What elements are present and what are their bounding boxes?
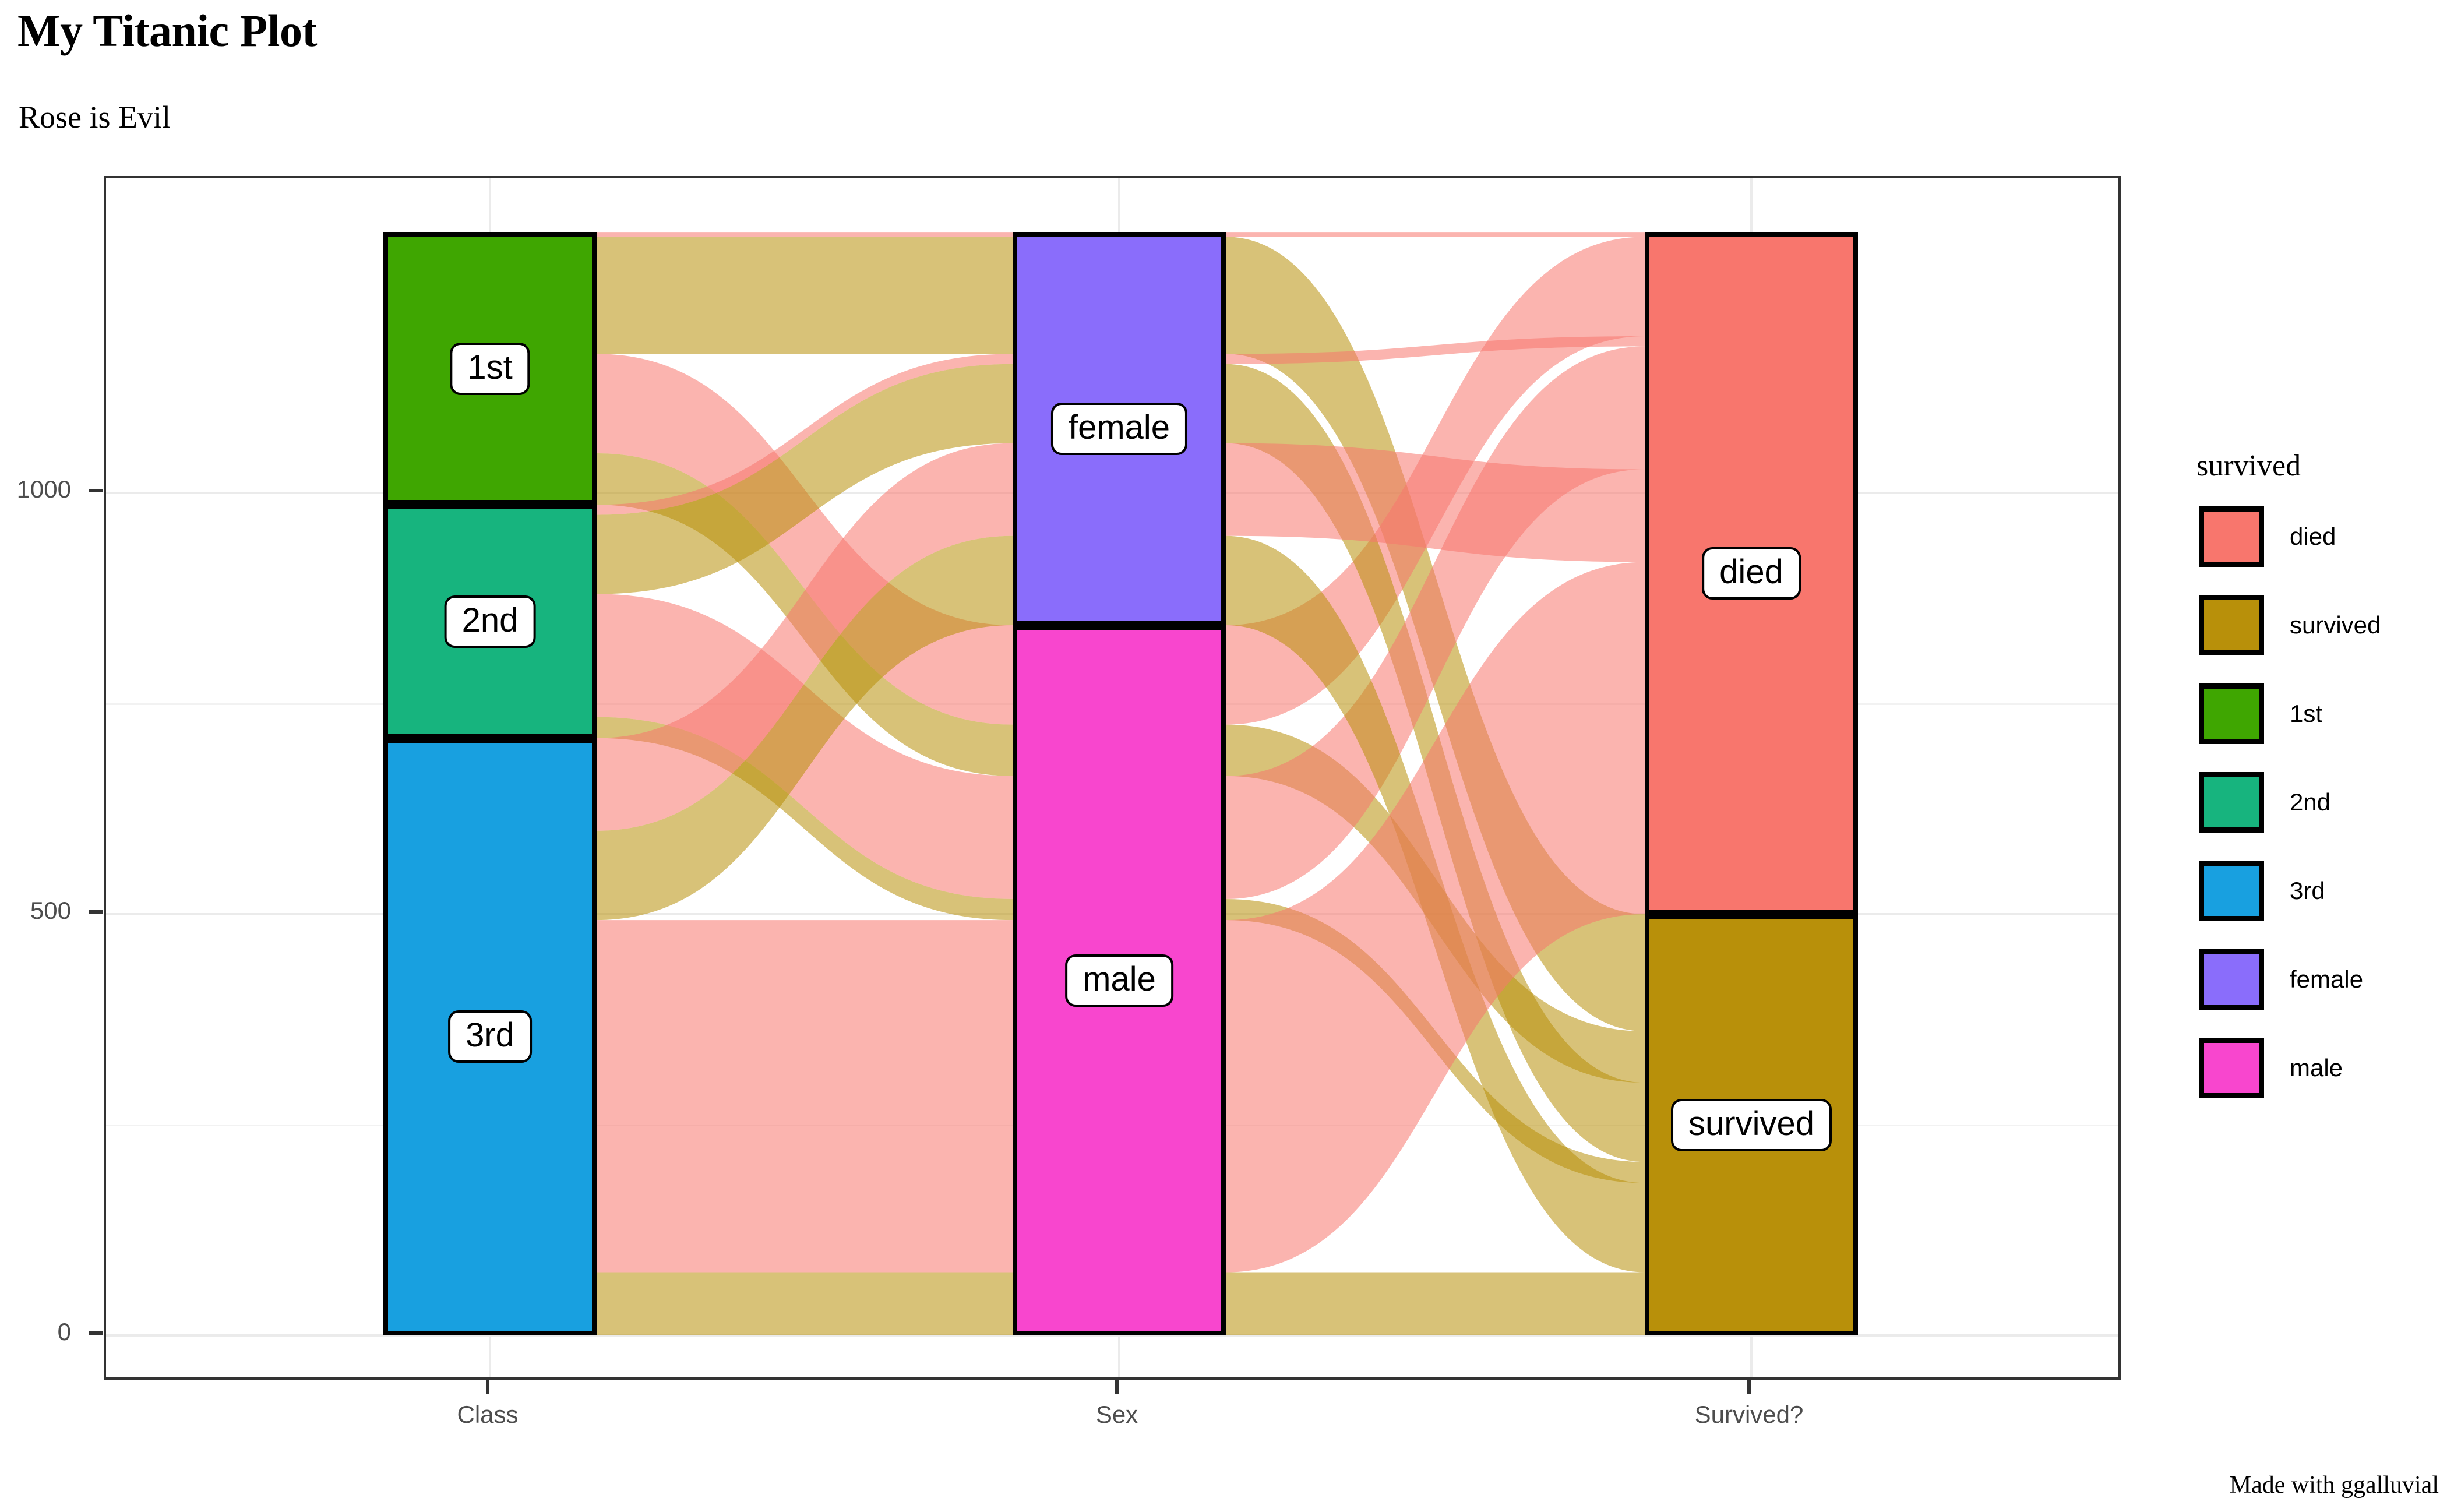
alluvium-flow[interactable] xyxy=(597,364,1013,594)
gridline-major xyxy=(106,1334,2118,1337)
x-tick-label: Class xyxy=(457,1401,519,1428)
stratum-label: 1st xyxy=(450,342,530,395)
legend-key-swatch xyxy=(2199,595,2264,655)
stratum-label: male xyxy=(1065,954,1173,1007)
page-subtitle: Rose is Evil xyxy=(19,100,171,135)
legend-title: survived xyxy=(2196,449,2301,482)
y-tick-mark xyxy=(89,489,103,492)
legend-item-male[interactable]: male xyxy=(2186,1024,2437,1112)
alluvium-flow[interactable] xyxy=(1226,336,1645,364)
legend-key-swatch xyxy=(2199,506,2264,567)
legend-item-label: female xyxy=(2290,965,2364,993)
legend-item-survived[interactable]: survived xyxy=(2186,581,2437,669)
legend-item-label: male xyxy=(2290,1054,2343,1081)
stratum-label: female xyxy=(1050,403,1188,456)
legend-item-3rd[interactable]: 3rd xyxy=(2186,847,2437,935)
plot-caption: Made with ggalluvial xyxy=(2229,1472,2439,1499)
page-title: My Titanic Plot xyxy=(17,5,317,56)
legend-key-swatch xyxy=(2199,683,2264,744)
alluvium-flow[interactable] xyxy=(597,443,1013,831)
stratum-label: 3rd xyxy=(448,1010,532,1063)
y-tick-mark xyxy=(89,910,103,914)
legend-key-swatch xyxy=(2199,772,2264,833)
y-tick-label: 500 xyxy=(30,897,71,924)
legend-item-label: died xyxy=(2290,523,2336,550)
alluvium-flow[interactable] xyxy=(597,354,1013,515)
legend-item-label: 1st xyxy=(2290,700,2323,727)
legend-items: died survived 1st 2nd 3rd female male xyxy=(2186,492,2437,1112)
legend-item-label: 2nd xyxy=(2290,788,2331,816)
x-tick-label: Sex xyxy=(1095,1401,1138,1428)
legend-key-swatch xyxy=(2199,949,2264,1010)
alluvium-flow[interactable] xyxy=(597,717,1013,921)
alluvium-flow[interactable] xyxy=(597,232,1013,237)
legend-item-label: survived xyxy=(2290,611,2381,639)
legend-item-female[interactable]: female xyxy=(2186,935,2437,1024)
plot-panel: 1st 2nd 3rd female male died survived xyxy=(104,176,2121,1380)
x-tick-mark xyxy=(1115,1380,1119,1394)
legend-item-died[interactable]: died xyxy=(2186,492,2437,581)
legend-key-swatch xyxy=(2199,861,2264,921)
x-tick-label: Survived? xyxy=(1694,1401,1804,1428)
legend-item-2nd[interactable]: 2nd xyxy=(2186,758,2437,847)
y-tick-label: 1000 xyxy=(16,475,71,503)
stratum-2nd[interactable] xyxy=(383,505,597,738)
x-tick-mark xyxy=(486,1380,489,1394)
alluvium-flow[interactable] xyxy=(597,237,1013,354)
y-tick-label: 0 xyxy=(57,1318,71,1345)
alluvium-flow[interactable] xyxy=(597,535,1013,921)
y-tick-mark xyxy=(89,1331,103,1335)
alluvium-flow[interactable] xyxy=(1226,443,1645,562)
legend: survived died survived 1st 2nd 3rd female male xyxy=(2186,449,2437,1112)
alluvium-flow[interactable] xyxy=(1226,232,1645,237)
alluvial-flows xyxy=(597,232,1645,1335)
stratum-label: died xyxy=(1702,547,1801,600)
legend-key-swatch xyxy=(2199,1038,2264,1098)
alluvium-flow[interactable] xyxy=(1226,1272,1645,1335)
legend-item-1st[interactable]: 1st xyxy=(2186,669,2437,758)
alluvium-flow[interactable] xyxy=(597,1272,1013,1335)
alluvium-flow[interactable] xyxy=(1226,562,1645,1273)
alluvium-flow[interactable] xyxy=(597,920,1013,1273)
stratum-label: 2nd xyxy=(444,595,536,648)
legend-item-label: 3rd xyxy=(2290,877,2325,904)
stratum-label: survived xyxy=(1671,1098,1832,1151)
x-tick-mark xyxy=(1747,1380,1751,1394)
